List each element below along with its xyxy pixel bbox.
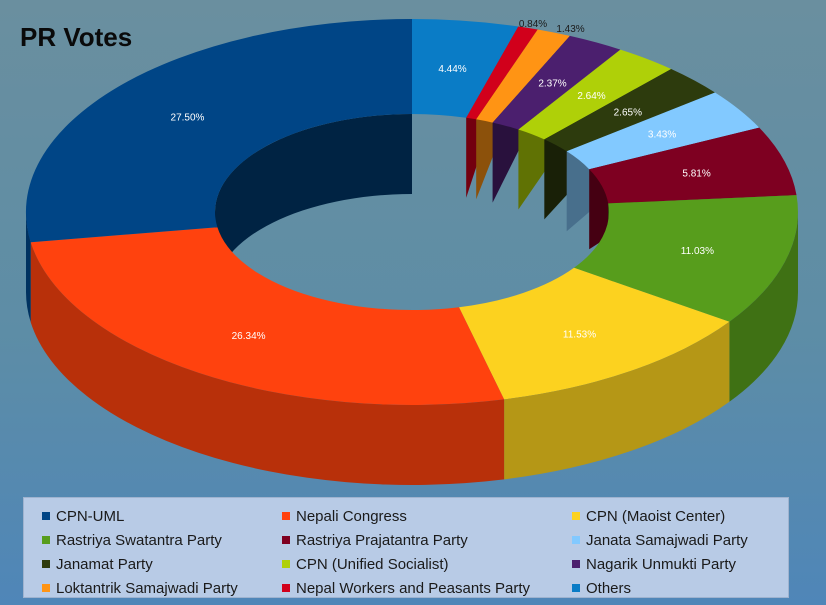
- slice-loktantrik-samajwadi-party: [476, 29, 570, 123]
- donut-chart: 4.44% 0.84% 1.43% 2.37% 2.64% 2.65% 3.43% 5.81%…: [25, 18, 798, 485]
- legend-label: Janata Samajwadi Party: [586, 531, 748, 549]
- slice-nepal-workers-and-peasants-party: [466, 26, 538, 120]
- data-label-0: 4.44%: [438, 64, 466, 75]
- legend-item: CPN (Unified Socialist): [282, 552, 572, 576]
- legend-swatch: [572, 512, 580, 520]
- data-label-3: 2.37%: [538, 78, 566, 89]
- legend-item: Janata Samajwadi Party: [572, 528, 772, 552]
- data-label-5: 2.65%: [614, 107, 642, 118]
- data-label-7: 5.81%: [682, 169, 710, 180]
- slice-rastriya-swatantra-party: [574, 195, 798, 322]
- outer-wall-8: [729, 212, 798, 402]
- chart-legend: CPN-UML Nepali Congress CPN (Maoist Center…: [23, 497, 789, 598]
- slice-nagarik-unmukti-party: [492, 35, 621, 130]
- outer-wall-9: [504, 321, 730, 480]
- legend-label: Loktantrik Samajwadi Party: [56, 579, 238, 597]
- legend-swatch: [282, 560, 290, 568]
- legend-swatch: [42, 560, 50, 568]
- slice-cpn-maoist-center-: [459, 267, 730, 400]
- slice-cpn-uml: [25, 18, 412, 243]
- legend-item: Loktantrik Samajwadi Party: [42, 576, 282, 600]
- legend-item: Others: [572, 576, 772, 600]
- data-label-4: 2.64%: [577, 91, 605, 102]
- data-label-6: 3.43%: [648, 130, 676, 141]
- data-label-2: 1.43%: [556, 24, 584, 35]
- legend-swatch: [572, 584, 580, 592]
- legend-label: Nagarik Unmukti Party: [586, 555, 737, 573]
- data-label-9: 11.53%: [563, 329, 596, 340]
- slice-cpn-unified-socialist-: [518, 49, 672, 140]
- slice-nepali-congress: [30, 227, 505, 405]
- legend-label: Nepali Congress: [296, 507, 407, 525]
- legend-label: CPN (Maoist Center): [586, 507, 726, 525]
- legend-swatch: [42, 536, 50, 544]
- chart-title: PR Votes: [20, 22, 133, 52]
- slice-janata-samajwadi-party: [566, 92, 760, 170]
- legend-swatch: [282, 584, 290, 592]
- slice-rastriya-prajatantra-party: [589, 127, 797, 204]
- legend-swatch: [282, 536, 290, 544]
- data-label-8: 11.03%: [681, 246, 714, 257]
- data-label-11: 27.50%: [171, 112, 205, 123]
- legend-item: Rastriya Prajatantra Party: [282, 528, 572, 552]
- data-label-1: 0.84%: [519, 19, 547, 30]
- slice-others: [412, 19, 519, 118]
- legend-item: Rastriya Swatantra Party: [42, 528, 282, 552]
- legend-label: Nepal Workers and Peasants Party: [296, 579, 531, 597]
- legend-swatch: [282, 512, 290, 520]
- legend-item: Nepali Congress: [282, 504, 572, 528]
- legend-label: CPN (Unified Socialist): [296, 555, 449, 573]
- legend-item: Nepal Workers and Peasants Party: [282, 576, 572, 600]
- legend-item: CPN (Maoist Center): [572, 504, 772, 528]
- legend-label: Rastriya Prajatantra Party: [296, 531, 468, 549]
- legend-label: Others: [586, 579, 632, 597]
- outer-wall-10: [30, 242, 505, 485]
- outer-wall-11: [25, 212, 31, 323]
- legend-item: Nagarik Unmukti Party: [572, 552, 772, 576]
- slice-janamat-party: [544, 69, 715, 152]
- legend-swatch: [572, 536, 580, 544]
- legend-label: Rastriya Swatantra Party: [56, 531, 222, 549]
- legend-swatch: [572, 560, 580, 568]
- legend-item: CPN-UML: [42, 504, 282, 528]
- legend-swatch: [42, 584, 50, 592]
- legend-label: CPN-UML: [56, 507, 125, 525]
- legend-label: Janamat Party: [56, 555, 153, 573]
- legend-item: Janamat Party: [42, 552, 282, 576]
- legend-swatch: [42, 512, 50, 520]
- data-label-10: 26.34%: [232, 331, 266, 342]
- inner-wall-11: [215, 114, 412, 292]
